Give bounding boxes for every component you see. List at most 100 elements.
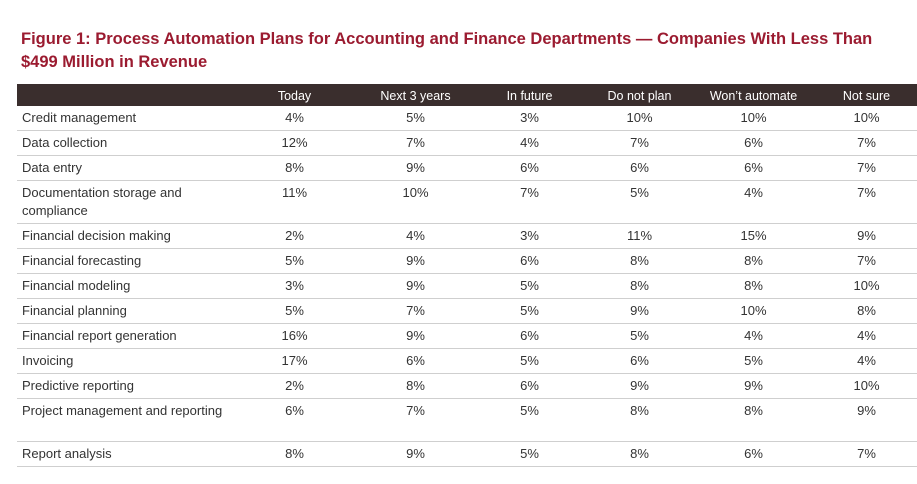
column-header-today: Today bbox=[277, 89, 312, 103]
table-cell: 7% bbox=[816, 130, 917, 156]
row-label: Financial report generation bbox=[17, 323, 229, 349]
column-header-not-sure: Not sure bbox=[842, 89, 891, 103]
table-cell: 7% bbox=[816, 180, 917, 224]
table-cell: 12% bbox=[229, 130, 360, 156]
table-row: Financial forecasting 5% 9% 6% 8% 8% 7% bbox=[17, 248, 917, 274]
table-cell: 5% bbox=[229, 248, 360, 274]
table-row: Data entry 8% 9% 6% 6% 6% 7% bbox=[17, 155, 917, 181]
row-label: Financial decision making bbox=[17, 223, 229, 249]
table-cell: 9% bbox=[360, 323, 471, 349]
table-row: Credit management 4% 5% 3% 10% 10% 10% bbox=[17, 106, 917, 131]
table-cell: 11% bbox=[229, 180, 360, 224]
table-cell: 7% bbox=[360, 398, 471, 442]
table-cell: 7% bbox=[816, 248, 917, 274]
table-cell: 8% bbox=[588, 248, 691, 274]
table-cell: 4% bbox=[471, 130, 588, 156]
table-cell: 6% bbox=[471, 248, 588, 274]
table-cell: 10% bbox=[588, 106, 691, 131]
table-cell: 9% bbox=[816, 223, 917, 249]
table-cell: 8% bbox=[229, 441, 360, 467]
table-cell: 9% bbox=[588, 373, 691, 399]
table-cell: 9% bbox=[360, 441, 471, 467]
table-cell: 6% bbox=[691, 155, 816, 181]
table-cell: 4% bbox=[816, 323, 917, 349]
table-cell: 8% bbox=[229, 155, 360, 181]
table-cell: 6% bbox=[471, 373, 588, 399]
table-cell: 4% bbox=[816, 348, 917, 374]
table-cell: 6% bbox=[229, 398, 360, 442]
table-cell: 10% bbox=[816, 273, 917, 299]
column-header-do-not-plan: Do not plan bbox=[607, 89, 672, 103]
table-cell: 8% bbox=[588, 398, 691, 442]
table-row: Financial report generation 16% 9% 6% 5% 4% 4% bbox=[17, 323, 917, 349]
table-header-row: Today Next 3 years In future Do not plan… bbox=[17, 84, 917, 106]
table-row: Invoicing 17% 6% 5% 6% 5% 4% bbox=[17, 348, 917, 374]
table-cell: 3% bbox=[471, 223, 588, 249]
automation-plans-table: Today Next 3 years In future Do not plan… bbox=[17, 84, 917, 467]
row-label: Financial modeling bbox=[17, 273, 229, 299]
table-cell: 10% bbox=[360, 180, 471, 224]
column-header-in-future: In future bbox=[506, 89, 553, 103]
table-cell: 3% bbox=[229, 273, 360, 299]
table-cell: 5% bbox=[691, 348, 816, 374]
table-cell: 5% bbox=[229, 298, 360, 324]
table-cell: 7% bbox=[471, 180, 588, 224]
table-cell: 4% bbox=[229, 106, 360, 131]
table-cell: 5% bbox=[471, 298, 588, 324]
row-label: Data collection bbox=[17, 130, 229, 156]
row-label: Invoicing bbox=[17, 348, 229, 374]
table-cell: 9% bbox=[588, 298, 691, 324]
row-label: Predictive reporting bbox=[17, 373, 229, 399]
row-label: Financial planning bbox=[17, 298, 229, 324]
table-row: Documentation storage and compliance 11% 1… bbox=[17, 180, 917, 224]
figure-title: Figure 1: Process Automation Plans for A… bbox=[21, 30, 873, 71]
table-cell: 5% bbox=[471, 441, 588, 467]
table-cell: 6% bbox=[471, 323, 588, 349]
table-cell: 5% bbox=[471, 398, 588, 442]
column-header bbox=[17, 84, 229, 106]
row-label: Documentation storage and compliance bbox=[17, 180, 229, 224]
table-cell: 15% bbox=[691, 223, 816, 249]
table-row: Predictive reporting 2% 8% 6% 9% 9% 10% bbox=[17, 373, 917, 399]
table-cell: 3% bbox=[471, 106, 588, 131]
table-cell: 6% bbox=[588, 348, 691, 374]
table-cell: 4% bbox=[691, 180, 816, 224]
table-cell: 9% bbox=[816, 398, 917, 442]
table-row: Financial modeling 3% 9% 5% 8% 8% 10% bbox=[17, 273, 917, 299]
table-cell: 2% bbox=[229, 373, 360, 399]
table-cell: 6% bbox=[360, 348, 471, 374]
table-cell: 9% bbox=[691, 373, 816, 399]
table-cell: 5% bbox=[360, 106, 471, 131]
table-row: Project management and reporting 6% 7% 5% 8%… bbox=[17, 398, 917, 442]
row-label: Report analysis bbox=[17, 441, 229, 467]
table-cell: 8% bbox=[691, 248, 816, 274]
table-body: Credit management 4% 5% 3% 10% 10% 10% Data col… bbox=[17, 106, 917, 467]
table-cell: 7% bbox=[360, 130, 471, 156]
table-row: Financial planning 5% 7% 5% 9% 10% 8% bbox=[17, 298, 917, 324]
table-cell: 9% bbox=[360, 273, 471, 299]
table-cell: 5% bbox=[588, 180, 691, 224]
table-cell: 6% bbox=[691, 130, 816, 156]
table-cell: 10% bbox=[816, 106, 917, 131]
column-header-wont-automate: Won’t automate bbox=[709, 89, 798, 103]
column-header-next-3-years: Next 3 years bbox=[380, 89, 451, 103]
table-cell: 4% bbox=[691, 323, 816, 349]
table-cell: 16% bbox=[229, 323, 360, 349]
table-cell: 10% bbox=[816, 373, 917, 399]
table-row: Report analysis 8% 9% 5% 8% 6% 7% bbox=[17, 441, 917, 467]
table-cell: 5% bbox=[471, 348, 588, 374]
table-cell: 8% bbox=[360, 373, 471, 399]
table-cell: 7% bbox=[816, 155, 917, 181]
table-row: Financial decision making 2% 4% 3% 11% 15% 9% bbox=[17, 223, 917, 249]
row-label: Financial forecasting bbox=[17, 248, 229, 274]
row-label: Project management and reporting bbox=[17, 398, 229, 442]
table-cell: 6% bbox=[471, 155, 588, 181]
table-cell: 2% bbox=[229, 223, 360, 249]
table-cell: 6% bbox=[588, 155, 691, 181]
table-cell: 5% bbox=[588, 323, 691, 349]
table-cell: 7% bbox=[360, 298, 471, 324]
table-cell: 6% bbox=[691, 441, 816, 467]
row-label: Data entry bbox=[17, 155, 229, 181]
table-cell: 9% bbox=[360, 248, 471, 274]
table-cell: 4% bbox=[360, 223, 471, 249]
